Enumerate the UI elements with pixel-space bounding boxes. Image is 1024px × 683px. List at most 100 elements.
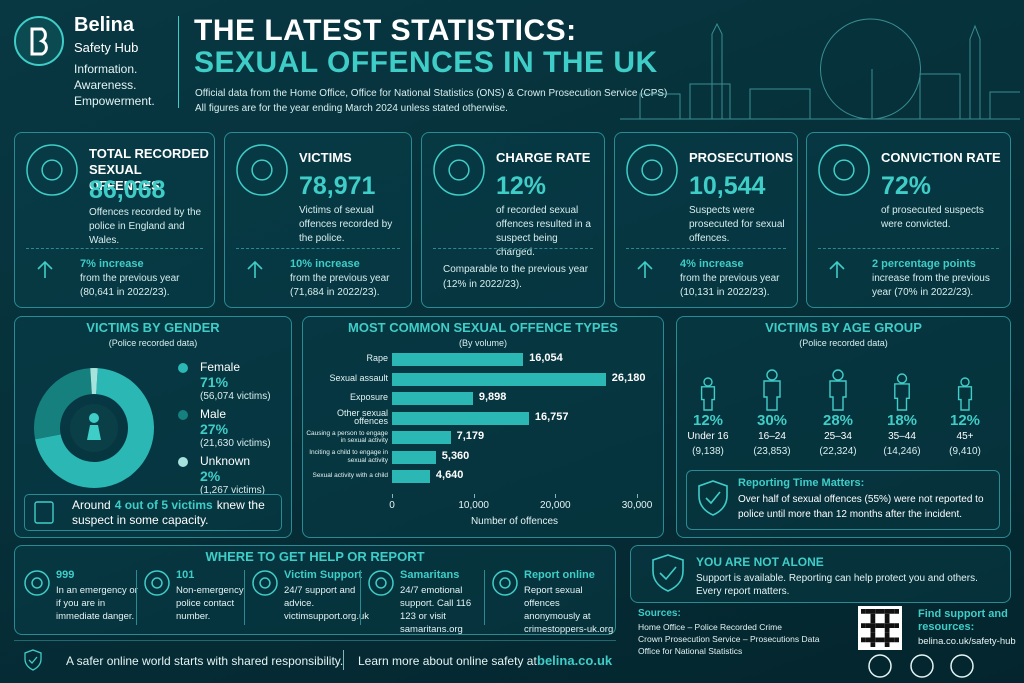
head [766,369,778,381]
stat-title: TOTAL RECORDED SEXUAL OFFENCES [89,146,209,193]
body [829,380,847,411]
help-divider [244,570,245,625]
source-line: Home Office – Police Recorded Crime [638,622,782,632]
age-pct: 28% [822,412,854,429]
stat-value: 78,971 [299,172,376,200]
legend-swatch [178,363,188,373]
bar [392,372,606,386]
qr-cell [880,609,885,614]
qr-cell [870,609,876,614]
icon-ring [492,570,518,596]
legend-swatch [178,457,188,467]
legend-note: (21,630 victims) [200,438,271,449]
period-note: All figures are for the year ending Marc… [195,103,508,114]
skyline [620,18,1020,120]
qr-cell [861,609,866,614]
legend-note: (1,267 victims) [200,485,266,496]
x-tick-label: 20,000 [540,500,571,511]
donut-slice [35,368,155,488]
stat-value: 72% [881,172,932,200]
icon-core [259,577,271,589]
age-label: 16–24 [758,431,786,442]
qr-cell [870,632,876,638]
arrow [37,260,53,278]
qr-cell [884,632,890,638]
y-tick-label: Sexual assault [329,372,388,383]
qr-cell [884,613,890,619]
social-icon [950,654,974,678]
social-circle [950,654,974,678]
stat-icon [236,144,288,196]
separator [26,248,203,249]
help-text: Non-emergency police contact number. [176,585,244,622]
icon-ring [433,144,485,196]
value-label: 27% [200,421,229,437]
change: 2 percentage points [872,258,976,270]
icon-core [31,577,43,589]
qr-cell [870,618,876,624]
footer-rule [14,640,616,641]
stat-desc: Suspects were prosecuted for sexual offe… [689,205,785,244]
legend-label: Unknown [200,454,251,468]
bar [392,431,451,444]
source-line: Office for National Statistics [638,646,743,656]
stat-value: 86,068 [89,176,166,204]
clipboard-icon [34,501,54,524]
shield [24,649,42,671]
trend-arrow [637,260,653,278]
value-label: 71% [200,374,229,390]
help-title: Samaritans [400,569,460,581]
stat-desc: Victims of sexual offences recorded by t… [299,205,393,244]
y-tick-label: Rape [366,353,388,364]
bar [392,450,436,464]
note-part: 4 out of 5 victims [114,498,213,512]
age-pct: 12% [692,412,724,429]
y-tick-label: Causing a person to engage in sexual act… [306,429,388,445]
stat-desc: Offences recorded by the police in Engla… [89,207,202,246]
stat-title: CONVICTION RATE [881,150,1001,165]
help-text: In an emergency or if you are in immedia… [56,585,138,622]
icon-ring [26,144,78,196]
change-desc: from the previous year (71,684 in 2022/2… [290,273,390,298]
tagline: Information. [74,62,138,76]
donut-slice [34,368,92,440]
icon-core [499,577,511,589]
title: THE LATEST STATISTICS: [194,14,577,47]
legend-label: Female [200,360,241,374]
y-tick-label: Other sexual offences [336,408,388,426]
social-icon [910,654,934,678]
y-tick-label: Inciting a child to engage in sexual act… [309,449,388,464]
qr-cell [884,623,890,628]
change: 10% increase [290,258,360,270]
body [763,380,781,411]
qr-cell [875,623,880,628]
separator [818,248,999,249]
body [700,386,716,411]
skyline-line [620,18,1020,120]
qr-cell [861,637,866,643]
help-icon [252,570,278,596]
stat-icon [26,144,78,196]
tick [473,494,475,498]
person-body [87,425,101,440]
help-divider [136,570,137,625]
stat-card [614,132,798,308]
donut [34,368,155,488]
stat-card [421,132,605,308]
logo-circle [14,16,64,66]
qr-cell [870,628,876,633]
icon-ring [818,144,870,196]
callout-text: Over half of sexual offences (55%) were … [738,494,984,520]
help-title: 101 [176,569,195,581]
clipboard [34,501,54,524]
value-label: 2% [200,468,221,484]
social-circle [910,654,934,678]
help-title: Report online [524,569,595,581]
icon-ring [236,144,288,196]
tagline: Awareness. [74,78,137,92]
change-desc: increase from the previous year (70% in … [872,273,990,298]
arrow [637,260,653,278]
person-icon [763,369,781,411]
shield-icon [652,554,684,592]
